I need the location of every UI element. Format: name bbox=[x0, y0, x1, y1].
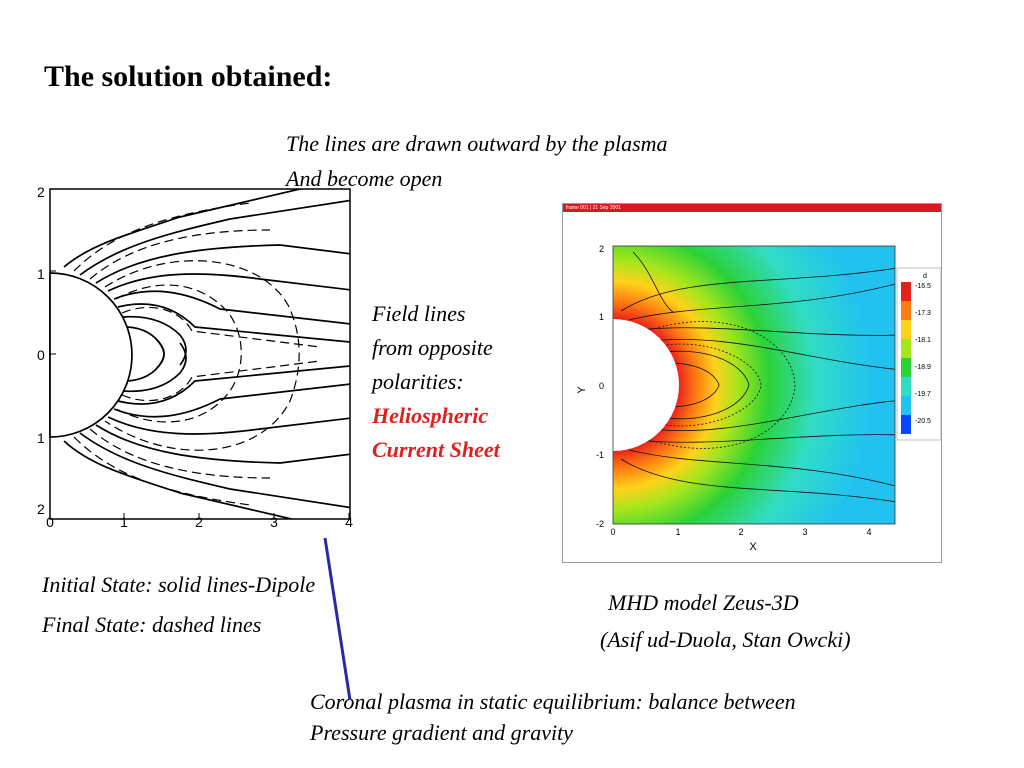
mhd-dashed-lines bbox=[642, 321, 796, 449]
mhd-caption-line-2: (Asif ud-Duola, Stan Owcki) bbox=[600, 627, 851, 652]
mhd-y-tick: -2 bbox=[596, 519, 604, 529]
mhd-y-tick: -1 bbox=[596, 450, 604, 460]
initial-state-caption: Initial State: solid lines-Dipole bbox=[42, 572, 316, 597]
caption-top-line-2: And become open bbox=[286, 166, 443, 191]
left-y-tick-labels: 2 1 0 1 2 bbox=[37, 184, 45, 517]
left-y-tick: 1 bbox=[37, 430, 45, 446]
colorbar-label: -18.1 bbox=[915, 337, 931, 344]
left-y-tick: 2 bbox=[37, 184, 45, 200]
mhd-x-tick: 2 bbox=[738, 527, 743, 537]
left-axis-ticks bbox=[50, 188, 350, 520]
left-y-tick: 1 bbox=[37, 266, 45, 282]
mhd-y-tick: 1 bbox=[599, 312, 604, 322]
mhd-plot-svg: 2 1 0 -1 -2 0 1 2 3 4 X Y d -16.5 bbox=[563, 244, 941, 553]
sun-disk bbox=[49, 272, 133, 438]
mhd-x-tick: 3 bbox=[802, 527, 807, 537]
mhd-xlabel: X bbox=[749, 541, 757, 553]
colorbar-label: -16.5 bbox=[915, 283, 931, 290]
colorbar-label: -19.7 bbox=[915, 391, 931, 398]
mhd-colorbar: d -16.5 -17.3 -18.1 -18.9 -19.7 -20.5 bbox=[896, 267, 941, 441]
left-x-tick-labels: 0 1 2 3 4 bbox=[46, 514, 353, 530]
final-dashed-lines bbox=[73, 202, 321, 506]
bottom-caption-line-2: Pressure gradient and gravity bbox=[310, 720, 573, 745]
mhd-caption-line-1: MHD model Zeus-3D bbox=[608, 590, 799, 615]
current-sheet-label: Current Sheet bbox=[372, 437, 500, 462]
mhd-x-tick: 1 bbox=[675, 527, 680, 537]
mhd-banner: frame 001 | 21 Sep 2001 bbox=[563, 204, 941, 212]
heliospheric-label: Heliospheric bbox=[372, 403, 489, 428]
mhd-y-tick: 0 bbox=[599, 381, 604, 391]
colorbar-label: -18.9 bbox=[915, 364, 931, 371]
mhd-x-ticks: 0 1 2 3 4 bbox=[610, 527, 871, 537]
left-x-tick: 4 bbox=[345, 514, 353, 530]
field-note: Field lines from opposite polarities: He… bbox=[372, 297, 500, 467]
bottom-caption: Coronal plasma in static equilibrium: ba… bbox=[310, 686, 796, 748]
mhd-field-lines bbox=[620, 251, 895, 503]
left-x-tick: 2 bbox=[195, 514, 203, 530]
slide-title: The solution obtained: bbox=[44, 60, 333, 93]
field-note-line-1: Field lines bbox=[372, 301, 466, 326]
field-note-line-2: from opposite bbox=[372, 335, 493, 360]
mhd-ylabel: Y bbox=[576, 386, 588, 394]
left-y-tick: 0 bbox=[37, 347, 45, 363]
left-y-tick: 2 bbox=[37, 501, 45, 517]
caption-top: The lines are drawn outward by the plasm… bbox=[286, 126, 668, 196]
mhd-x-tick: 0 bbox=[610, 527, 615, 537]
left-x-tick: 1 bbox=[120, 514, 128, 530]
dipole-solid-lines bbox=[63, 189, 350, 519]
field-note-line-3: polarities: bbox=[372, 369, 464, 394]
left-figure-caption: Initial State: solid lines-Dipole Final … bbox=[42, 565, 315, 645]
mhd-y-tick: 2 bbox=[599, 244, 604, 254]
mhd-y-ticks: 2 1 0 -1 -2 bbox=[596, 244, 604, 529]
caption-top-line-1: The lines are drawn outward by the plasm… bbox=[286, 131, 668, 156]
final-state-caption: Final State: dashed lines bbox=[42, 612, 262, 637]
sun-disk-mhd bbox=[563, 319, 679, 451]
left-x-tick: 0 bbox=[46, 514, 54, 530]
left-x-tick: 3 bbox=[270, 514, 278, 530]
left-field-line-figure: 2 1 0 1 2 0 1 2 3 4 bbox=[37, 184, 353, 530]
mhd-x-tick: 4 bbox=[866, 527, 871, 537]
bottom-caption-line-1: Coronal plasma in static equilibrium: ba… bbox=[310, 689, 796, 714]
colorbar-label: -20.5 bbox=[915, 418, 931, 425]
mhd-contour-figure: frame 001 | 21 Sep 2001 bbox=[562, 203, 942, 563]
colorbar-title: d bbox=[923, 273, 927, 280]
colorbar-label: -17.3 bbox=[915, 310, 931, 317]
